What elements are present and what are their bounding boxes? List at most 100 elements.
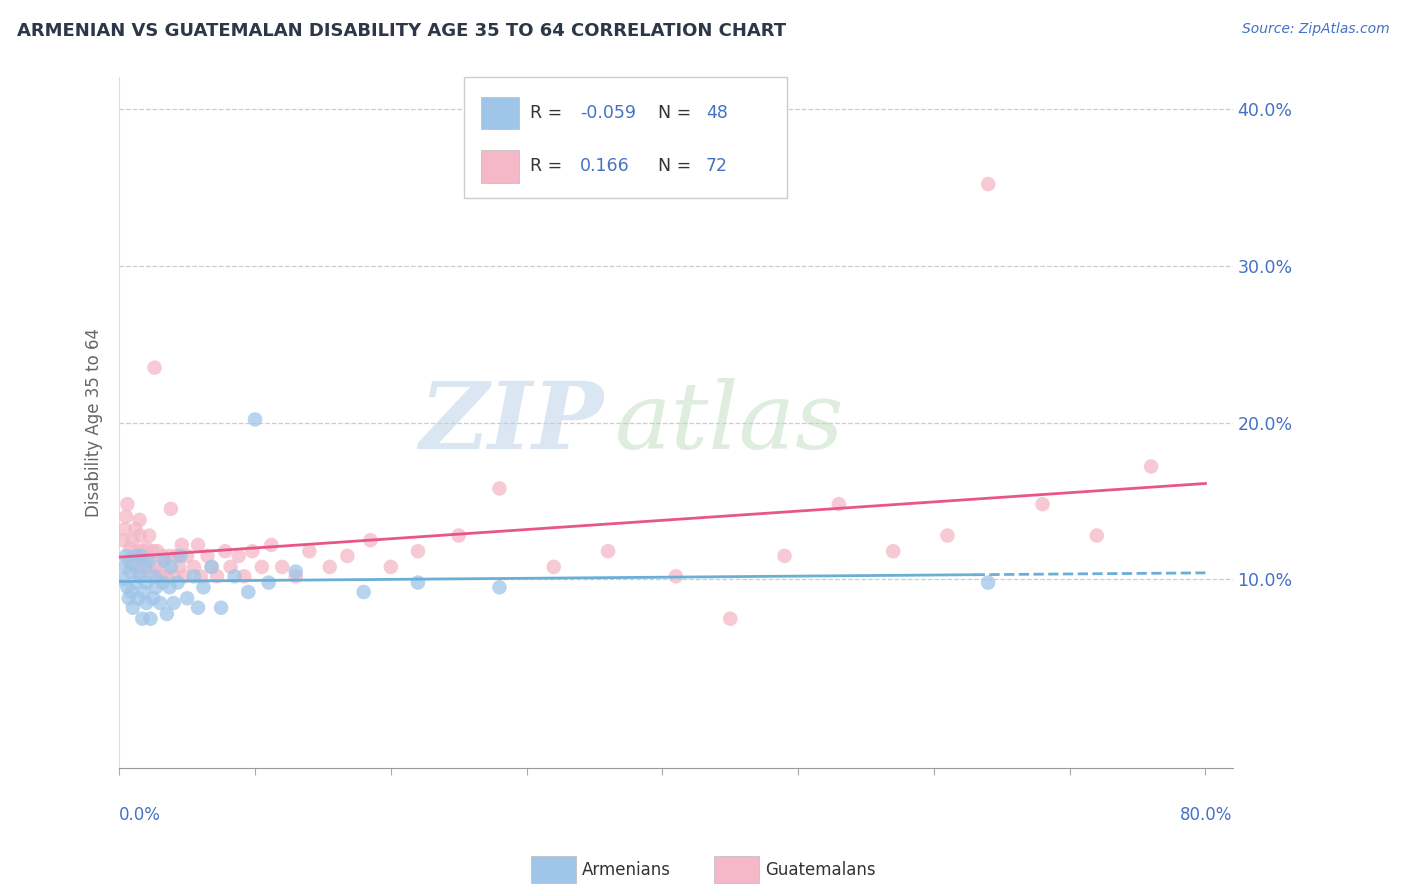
Point xyxy=(141,565,163,579)
Text: Guatemalans: Guatemalans xyxy=(765,861,876,879)
Point xyxy=(977,177,1000,191)
Text: R =: R = xyxy=(530,157,568,176)
Point xyxy=(153,554,176,568)
Point xyxy=(135,575,157,590)
Point xyxy=(149,596,172,610)
Point xyxy=(142,544,165,558)
Point xyxy=(447,528,470,542)
Point xyxy=(665,569,688,583)
Point xyxy=(132,585,155,599)
Point xyxy=(977,575,1000,590)
Text: atlas: atlas xyxy=(614,377,844,467)
Point xyxy=(187,538,209,552)
Text: 0.166: 0.166 xyxy=(581,157,630,176)
FancyBboxPatch shape xyxy=(481,96,519,129)
Text: Source: ZipAtlas.com: Source: ZipAtlas.com xyxy=(1241,22,1389,37)
Point xyxy=(142,591,165,606)
Point xyxy=(145,560,167,574)
Point xyxy=(120,541,142,555)
Point xyxy=(121,560,143,574)
Point xyxy=(1031,497,1053,511)
Point xyxy=(115,549,138,563)
Point xyxy=(120,565,142,579)
Point xyxy=(936,528,959,542)
Text: 72: 72 xyxy=(706,157,728,176)
Point xyxy=(406,544,429,558)
Point xyxy=(134,560,156,574)
Point xyxy=(336,549,359,563)
Text: N =: N = xyxy=(658,157,697,176)
Point xyxy=(152,549,174,563)
Point xyxy=(121,585,143,599)
Point xyxy=(209,600,232,615)
Point xyxy=(159,549,181,563)
Point xyxy=(190,569,212,583)
Point xyxy=(176,591,198,606)
Point xyxy=(205,569,228,583)
Point xyxy=(138,554,160,568)
Point xyxy=(193,580,215,594)
Point xyxy=(128,513,150,527)
Point xyxy=(124,522,146,536)
Point xyxy=(238,585,260,599)
Point xyxy=(117,497,139,511)
Point xyxy=(135,541,157,555)
Point xyxy=(828,497,851,511)
Point xyxy=(118,554,141,568)
Point xyxy=(284,565,307,579)
Point xyxy=(596,544,619,558)
Point xyxy=(138,528,160,542)
Point xyxy=(359,533,381,548)
Point xyxy=(219,560,242,574)
Point xyxy=(124,575,146,590)
Point xyxy=(134,560,156,574)
Point xyxy=(129,565,152,579)
Point xyxy=(127,591,149,606)
Point xyxy=(173,569,195,583)
Point xyxy=(319,560,342,574)
Point xyxy=(159,580,181,594)
Point xyxy=(132,544,155,558)
Point xyxy=(200,560,222,574)
Point xyxy=(214,544,236,558)
Point xyxy=(160,501,183,516)
Point xyxy=(121,600,143,615)
Point xyxy=(128,569,150,583)
Point xyxy=(145,580,167,594)
Point xyxy=(143,569,166,583)
Point xyxy=(271,560,294,574)
Point xyxy=(128,528,150,542)
Point xyxy=(406,575,429,590)
Point xyxy=(143,360,166,375)
Point xyxy=(298,544,321,558)
Point xyxy=(718,612,741,626)
Point xyxy=(257,575,280,590)
Point xyxy=(243,412,266,426)
Point xyxy=(121,533,143,548)
Point xyxy=(488,482,510,496)
Point xyxy=(129,549,152,563)
Point xyxy=(1085,528,1108,542)
Point xyxy=(152,575,174,590)
Point xyxy=(233,569,256,583)
Point xyxy=(156,607,179,621)
Text: 80.0%: 80.0% xyxy=(1180,805,1233,823)
Point xyxy=(284,569,307,583)
FancyBboxPatch shape xyxy=(464,78,787,198)
Point xyxy=(146,544,169,558)
Point xyxy=(200,560,222,574)
Point xyxy=(380,560,402,574)
Point xyxy=(162,596,184,610)
Point xyxy=(136,549,159,563)
Point xyxy=(166,575,188,590)
Point xyxy=(131,612,153,626)
Point xyxy=(156,569,179,583)
Point xyxy=(112,533,135,548)
Text: 0.0%: 0.0% xyxy=(120,805,162,823)
Point xyxy=(115,509,138,524)
Point xyxy=(167,560,190,574)
Text: 48: 48 xyxy=(706,103,728,122)
Text: Armenians: Armenians xyxy=(582,861,671,879)
Point xyxy=(170,538,193,552)
Text: N =: N = xyxy=(658,103,697,122)
